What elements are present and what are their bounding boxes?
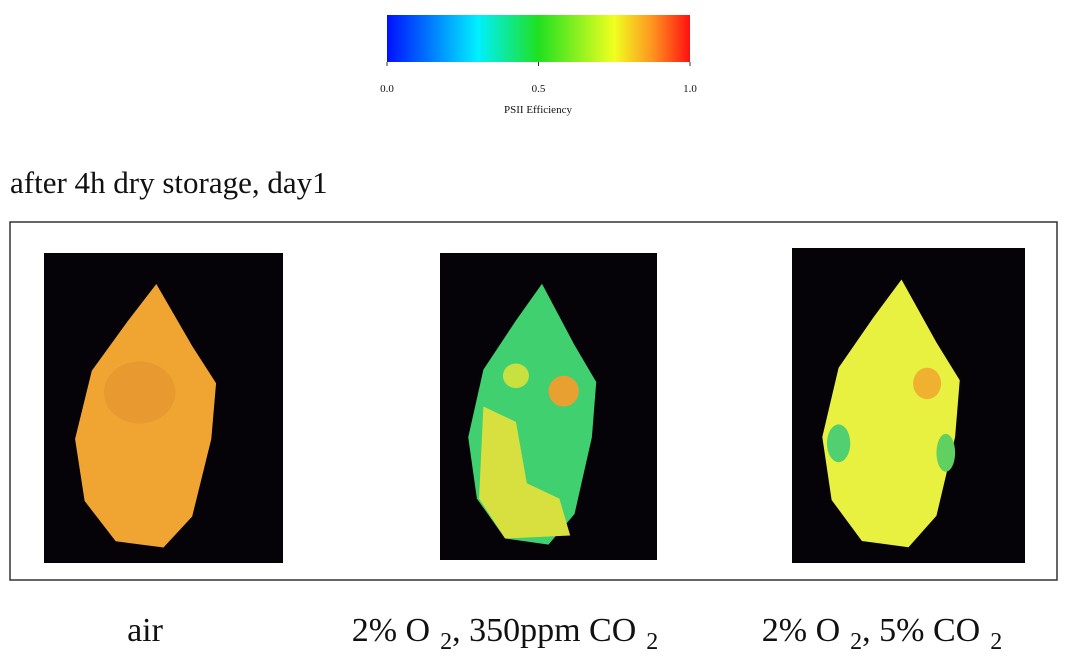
leaf-image <box>440 253 657 560</box>
title: after 4h dry storage, day1 <box>10 165 328 200</box>
page: PSII Efficiency after 4h dry storage, da… <box>0 0 1068 656</box>
caption-text: 2% O <box>762 612 840 649</box>
tick-label: 1.0 <box>683 83 697 95</box>
caption-subscript: 2 <box>440 629 452 655</box>
caption: air <box>127 612 164 649</box>
caption-subscript: 2 <box>646 629 658 655</box>
figure: PSII Efficiency after 4h dry storage, da… <box>0 0 1068 656</box>
caption-text: air <box>127 612 164 649</box>
leaf-image <box>792 248 1025 563</box>
caption-subscript: 2 <box>850 629 862 655</box>
colorbar-label: PSII Efficiency <box>504 104 572 116</box>
tick-label: 0.5 <box>532 83 546 95</box>
colorbar <box>387 15 690 62</box>
caption-text: 2% O <box>352 612 430 649</box>
tick-label: 0.0 <box>380 83 394 95</box>
caption-subscript: 2 <box>990 629 1002 655</box>
leaf-image <box>44 253 283 563</box>
caption-text: , 350ppm CO <box>452 612 636 649</box>
colorbar-ticks: 0.0 0.5 1.0 <box>380 62 697 95</box>
caption-text: , 5% CO <box>862 612 980 649</box>
